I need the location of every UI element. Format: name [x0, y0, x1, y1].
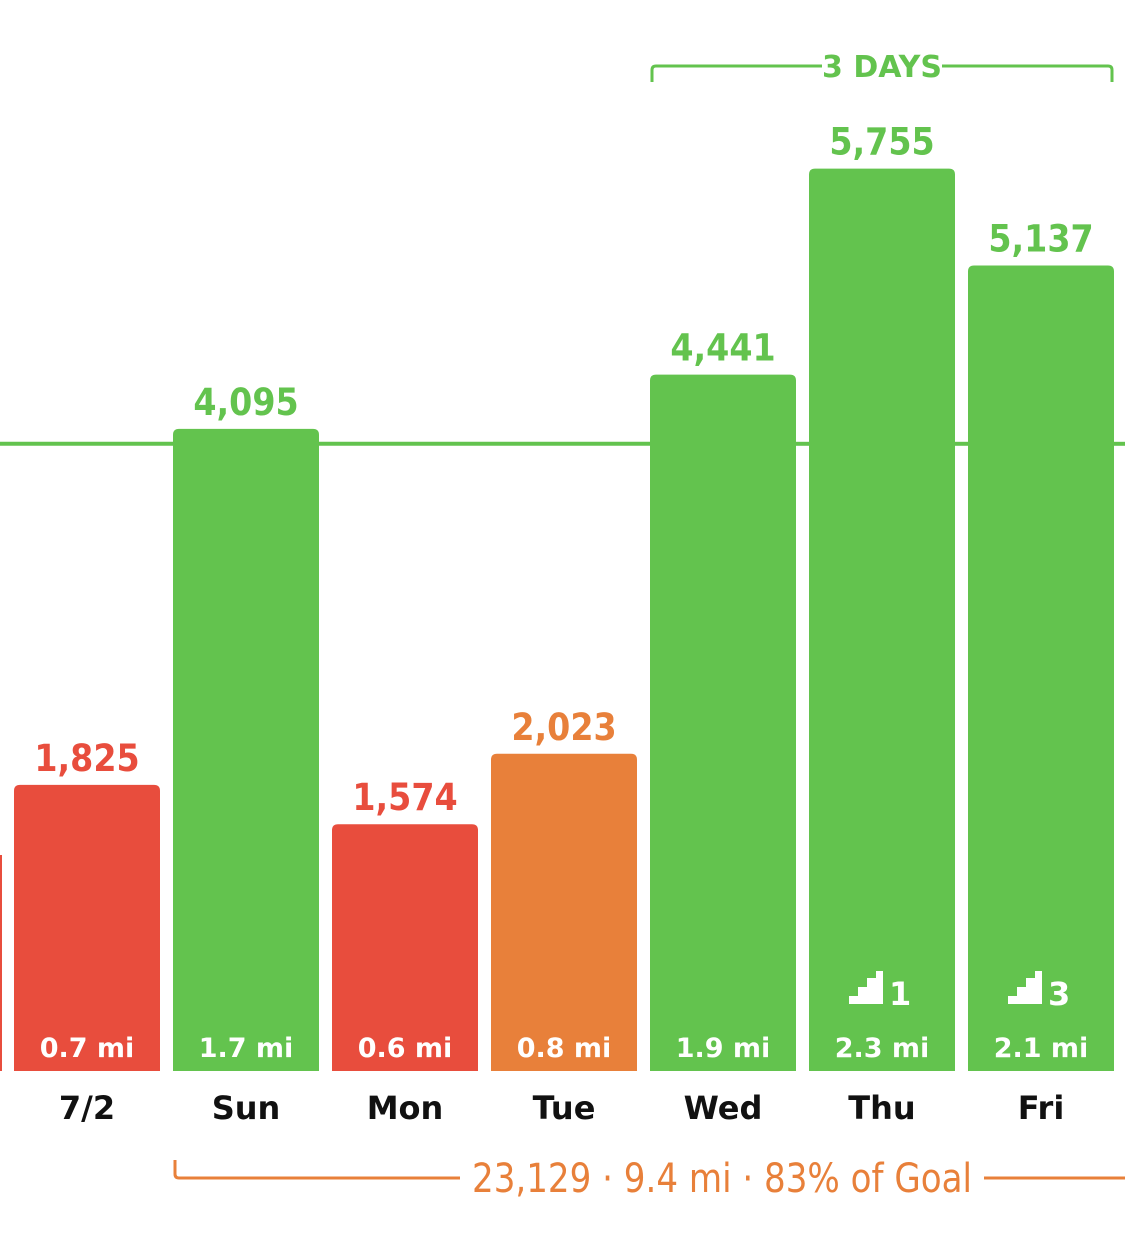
day-label: Fri: [1018, 1089, 1065, 1127]
bar-thu[interactable]: [809, 168, 955, 1072]
bars-layer: [0, 168, 1114, 1072]
day-label: Tue: [533, 1089, 596, 1127]
bar-tue[interactable]: [491, 753, 637, 1071]
day-label: Wed: [684, 1089, 763, 1127]
value-label: 1,574: [352, 776, 457, 819]
summary-label: 23,129 · 9.4 mi · 83% of Goal: [472, 1156, 972, 1202]
value-label: 5,137: [988, 218, 1093, 261]
streak-label: 3 DAYS: [822, 50, 942, 85]
distance-label: 2.1 mi: [994, 1033, 1089, 1064]
value-label: 2,023: [511, 706, 616, 749]
value-label: 4,095: [193, 381, 298, 424]
bar-mon[interactable]: [332, 824, 478, 1071]
stairs-icon: [849, 971, 883, 1004]
stairs-count: 1: [889, 975, 911, 1013]
day-label: Mon: [367, 1089, 444, 1127]
value-label: 5,755: [829, 121, 934, 164]
bar-7-2[interactable]: [14, 784, 160, 1071]
day-label: 7/2: [59, 1089, 115, 1127]
bar-sun[interactable]: [173, 428, 319, 1071]
value-label: 1,825: [34, 737, 139, 780]
brackets-layer: 3 DAYS 23,129 · 9.4 mi · 83% of Goal: [173, 50, 1125, 1202]
bar-fri[interactable]: [968, 265, 1114, 1071]
streak-bracket: [650, 64, 1114, 82]
day-label: Sun: [212, 1089, 281, 1127]
summary-bracket: [173, 1160, 1125, 1180]
partial-previous-bar: [0, 855, 2, 1071]
day-label: Thu: [848, 1089, 915, 1127]
stairs-count: 3: [1048, 975, 1070, 1013]
distance-label: 1.9 mi: [676, 1033, 771, 1064]
distance-label: 0.8 mi: [517, 1033, 612, 1064]
distance-label: 0.6 mi: [358, 1033, 453, 1064]
distance-label: 1.7 mi: [199, 1033, 294, 1064]
stairs-icon: [1008, 971, 1042, 1004]
bar-wed[interactable]: [650, 374, 796, 1071]
labels-layer: 1,825 0.7 mi 7/2 4,095 1.7 mi Sun 1,574 0.6 mi M…: [34, 121, 1093, 1127]
distance-label: 0.7 mi: [40, 1033, 135, 1064]
distance-label: 2.3 mi: [835, 1033, 930, 1064]
value-label: 4,441: [670, 327, 775, 370]
